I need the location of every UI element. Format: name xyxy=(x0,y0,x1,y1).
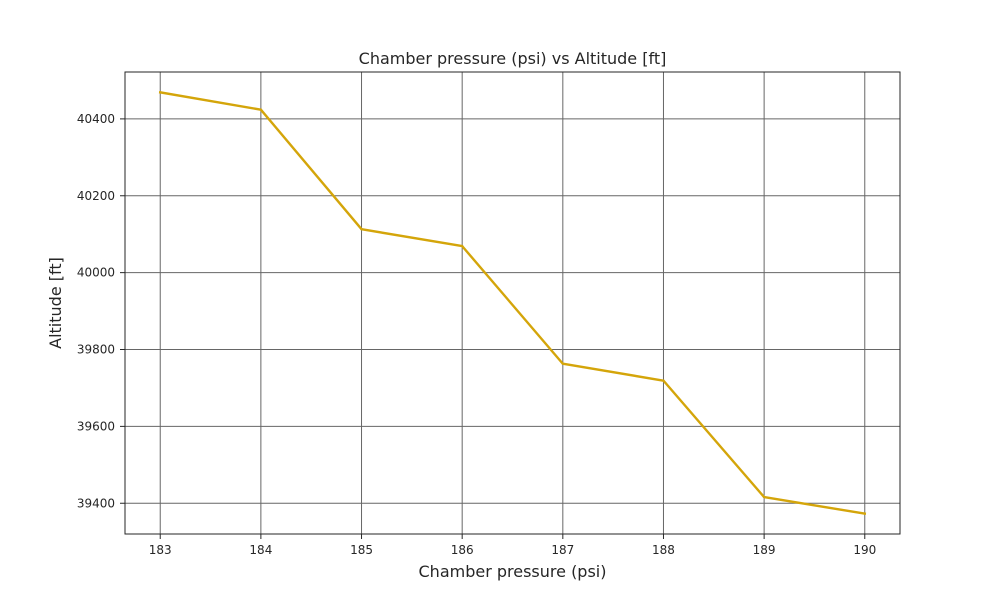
chart-title: Chamber pressure (psi) vs Altitude [ft] xyxy=(359,49,667,68)
x-tick-label: 185 xyxy=(350,543,373,557)
y-tick-label: 39600 xyxy=(77,419,115,433)
y-axis-label: Altitude [ft] xyxy=(46,257,65,349)
series-lines xyxy=(158,90,867,516)
x-tick-label: 190 xyxy=(853,543,876,557)
data-point xyxy=(561,362,565,365)
ticks: 183 184 185 186 187 188 189 190 39400 39600 39800 4… xyxy=(77,112,876,557)
y-tick-label: 39800 xyxy=(77,343,115,357)
data-point xyxy=(662,379,665,382)
y-tick-label: 40200 xyxy=(77,189,115,203)
y-tick-label: 40000 xyxy=(77,266,115,280)
x-tick-label: 184 xyxy=(249,543,272,557)
x-tick-label: 187 xyxy=(551,543,574,557)
x-tick-label: 188 xyxy=(652,543,675,557)
data-point xyxy=(863,512,866,515)
data-point xyxy=(460,244,464,248)
grid xyxy=(125,72,900,534)
x-tick-label: 189 xyxy=(753,543,776,557)
data-point xyxy=(360,228,363,231)
series-line xyxy=(158,90,867,516)
data-point xyxy=(259,108,263,111)
y-tick-label: 40400 xyxy=(77,112,115,126)
x-axis-label: Chamber pressure (psi) xyxy=(419,562,607,581)
x-tick-label: 186 xyxy=(451,543,474,557)
x-tick-label: 183 xyxy=(149,543,172,557)
y-tick-label: 39400 xyxy=(77,496,115,510)
data-point xyxy=(762,495,766,499)
plot-frame xyxy=(124,71,901,535)
data-point xyxy=(159,91,162,94)
